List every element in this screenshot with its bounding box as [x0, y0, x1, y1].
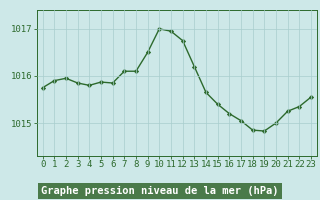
Text: Graphe pression niveau de la mer (hPa): Graphe pression niveau de la mer (hPa) [41, 186, 279, 196]
